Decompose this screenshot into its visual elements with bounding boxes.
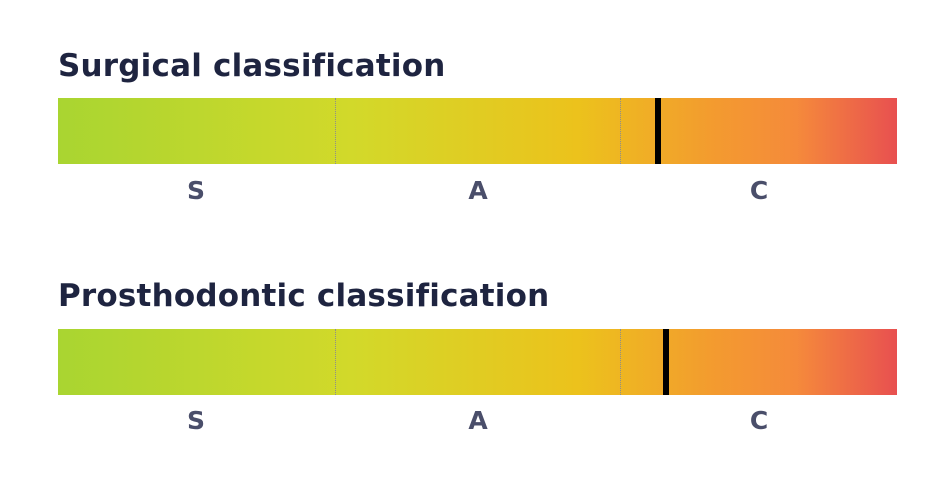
surgical-classification-marker <box>655 98 661 164</box>
prosthodontic-classification-section: Prosthodontic classification S A C <box>0 240 950 483</box>
zone-label-s: S <box>186 176 205 205</box>
zone-label-c: C <box>749 176 769 205</box>
zone-divider <box>335 98 336 164</box>
zone-label-c: C <box>749 406 769 435</box>
zone-label-s: S <box>186 406 205 435</box>
surgical-classification-title: Surgical classification <box>58 48 446 84</box>
zone-divider <box>335 329 336 395</box>
prosthodontic-classification-title: Prosthodontic classification <box>58 278 550 314</box>
zone-divider <box>620 329 621 395</box>
zone-label-a: A <box>468 176 488 205</box>
zone-label-a: A <box>468 406 488 435</box>
prosthodontic-classification-bar <box>58 329 897 395</box>
surgical-classification-bar <box>58 98 897 164</box>
zone-divider <box>620 98 621 164</box>
surgical-classification-section: Surgical classification S A C <box>0 0 950 240</box>
prosthodontic-classification-marker <box>663 329 669 395</box>
